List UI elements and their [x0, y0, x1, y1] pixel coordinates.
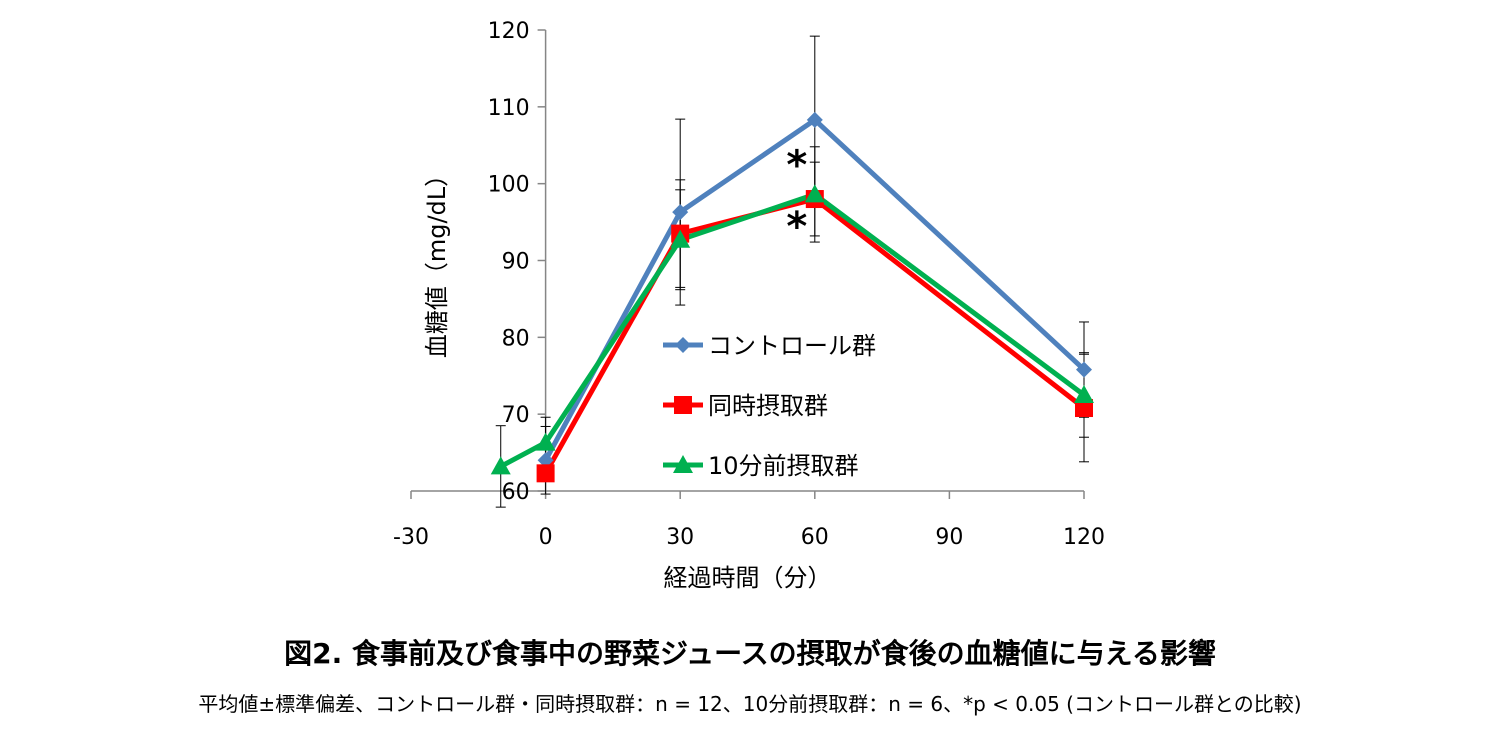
series-markers — [490, 111, 1094, 483]
error-bars — [495, 35, 1089, 508]
data-point — [1075, 399, 1093, 418]
y-tick-label: 60 — [502, 480, 530, 505]
y-axis-title: 血糖値（mg/dL） — [423, 163, 451, 358]
series-line — [543, 117, 1086, 462]
figure-note: 平均値±標準偏差、コントロール群・同時摂取群：n = 12、10分前摂取群：n … — [198, 692, 1302, 716]
legend-label: 10分前摂取群 — [708, 452, 859, 480]
x-tick-label: 90 — [935, 525, 963, 550]
y-tick-label: 120 — [488, 19, 530, 44]
data-point — [670, 229, 691, 248]
figure-caption: 図2. 食事前及び食事中の野菜ジュースの摂取が食後の血糖値に与える影響 — [284, 637, 1216, 670]
legend-label: コントロール群 — [708, 332, 876, 360]
data-point — [1076, 361, 1092, 378]
significance-asterisk: * — [786, 142, 807, 188]
line-chart: 60 70 80 90 100 110 120 -30 0 30 60 90 120 経過時間（分） 血糖値… — [393, 19, 1105, 592]
data-point — [672, 204, 689, 221]
legend-marker — [674, 396, 692, 414]
significance-asterisk: * — [786, 204, 807, 250]
axes: 60 70 80 90 100 110 120 -30 0 30 60 90 120 経過時間（分） 血糖値… — [393, 19, 1105, 592]
data-point — [536, 464, 555, 483]
y-tick-label: 90 — [502, 250, 530, 275]
data-point — [804, 184, 825, 203]
legend-marker — [673, 455, 693, 473]
x-tick-label: 30 — [666, 525, 694, 550]
x-tick-label: 0 — [539, 525, 553, 550]
data-point — [535, 432, 556, 451]
data-point — [1074, 384, 1094, 403]
y-tick-label: 70 — [502, 403, 530, 428]
legend-label: 同時摂取群 — [708, 392, 828, 420]
y-tick-label: 100 — [488, 173, 530, 198]
data-point — [537, 452, 554, 469]
x-tick-label: 120 — [1063, 525, 1105, 550]
x-axis-title: 経過時間（分） — [664, 564, 832, 592]
y-tick-label: 110 — [488, 96, 530, 121]
x-tick-label: 60 — [801, 525, 829, 550]
legend-marker — [675, 337, 691, 353]
data-point — [490, 456, 511, 475]
significance-annotations: ** — [786, 142, 807, 249]
y-tick-label: 80 — [502, 326, 530, 351]
data-point — [806, 111, 823, 128]
x-tick-label: -30 — [393, 525, 429, 550]
